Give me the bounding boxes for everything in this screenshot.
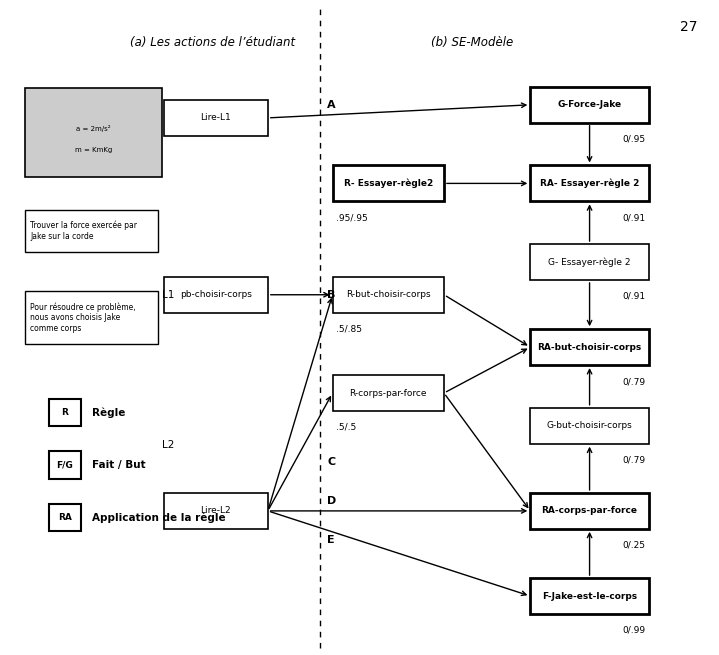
Text: A: A: [327, 100, 336, 110]
Text: Pour résoudre ce problème,
nous avons choisis Jake
comme corps: Pour résoudre ce problème, nous avons ch…: [30, 303, 136, 333]
Text: .95/.95: .95/.95: [336, 214, 368, 222]
Text: Trouver la force exercée par
Jake sur la corde: Trouver la force exercée par Jake sur la…: [30, 221, 137, 241]
Text: 0/.25: 0/.25: [623, 541, 646, 550]
Text: 0/.79: 0/.79: [622, 456, 646, 464]
Text: L2: L2: [162, 440, 174, 451]
Text: .5/.85: .5/.85: [336, 325, 362, 333]
Text: E: E: [327, 535, 335, 546]
Text: D: D: [327, 496, 336, 506]
Text: 27: 27: [680, 20, 697, 33]
Text: G-Force-Jake: G-Force-Jake: [557, 100, 622, 109]
Text: RA: RA: [58, 513, 72, 522]
FancyBboxPatch shape: [49, 504, 81, 531]
Text: Règle: Règle: [92, 407, 125, 418]
Text: R-corps-par-force: R-corps-par-force: [349, 388, 427, 398]
Text: RA- Essayer-règle 2: RA- Essayer-règle 2: [540, 179, 639, 188]
Text: Lire-L2: Lire-L2: [201, 506, 231, 515]
FancyBboxPatch shape: [25, 210, 158, 252]
Text: RA-corps-par-force: RA-corps-par-force: [541, 506, 638, 515]
Text: L1: L1: [162, 290, 174, 300]
Text: m = KmKg: m = KmKg: [75, 147, 112, 153]
FancyBboxPatch shape: [163, 276, 267, 312]
FancyBboxPatch shape: [530, 165, 649, 202]
FancyBboxPatch shape: [332, 165, 444, 202]
Text: .5/.5: .5/.5: [336, 423, 357, 432]
Text: (b) SE-Modèle: (b) SE-Modèle: [431, 36, 513, 49]
Text: pb-choisir-corps: pb-choisir-corps: [180, 290, 252, 299]
FancyBboxPatch shape: [530, 578, 649, 614]
FancyBboxPatch shape: [530, 329, 649, 365]
FancyBboxPatch shape: [332, 375, 444, 411]
Text: G-but-choisir-corps: G-but-choisir-corps: [546, 421, 633, 430]
Text: G- Essayer-règle 2: G- Essayer-règle 2: [549, 257, 631, 267]
Text: a = 2m/s²: a = 2m/s²: [76, 124, 111, 132]
Text: (a) Les actions de l’étudiant: (a) Les actions de l’étudiant: [129, 36, 295, 49]
FancyBboxPatch shape: [25, 88, 162, 177]
Text: Application de la règle: Application de la règle: [92, 512, 225, 523]
FancyBboxPatch shape: [163, 100, 267, 136]
Text: R-but-choisir-corps: R-but-choisir-corps: [346, 290, 431, 299]
Text: B: B: [327, 290, 336, 300]
FancyBboxPatch shape: [530, 493, 649, 529]
Text: 0/.91: 0/.91: [622, 292, 646, 301]
Text: R- Essayer-règle2: R- Essayer-règle2: [344, 179, 433, 188]
FancyBboxPatch shape: [530, 407, 649, 444]
FancyBboxPatch shape: [530, 87, 649, 123]
FancyBboxPatch shape: [25, 291, 158, 344]
Text: Fait / But: Fait / But: [92, 460, 145, 470]
FancyBboxPatch shape: [332, 276, 444, 312]
FancyBboxPatch shape: [49, 399, 81, 426]
Text: 0/.99: 0/.99: [622, 626, 646, 635]
Text: R: R: [61, 408, 68, 417]
FancyBboxPatch shape: [163, 493, 267, 529]
FancyBboxPatch shape: [49, 451, 81, 479]
FancyBboxPatch shape: [530, 244, 649, 280]
Text: Lire-L1: Lire-L1: [201, 113, 231, 122]
Text: 0/.91: 0/.91: [622, 214, 646, 222]
Text: F/G: F/G: [56, 460, 73, 470]
Text: RA-but-choisir-corps: RA-but-choisir-corps: [538, 343, 641, 352]
Text: F-Jake-est-le-corps: F-Jake-est-le-corps: [542, 591, 637, 601]
Text: C: C: [327, 457, 335, 467]
Text: 0/.95: 0/.95: [622, 135, 646, 143]
Text: 0/.79: 0/.79: [622, 377, 646, 386]
